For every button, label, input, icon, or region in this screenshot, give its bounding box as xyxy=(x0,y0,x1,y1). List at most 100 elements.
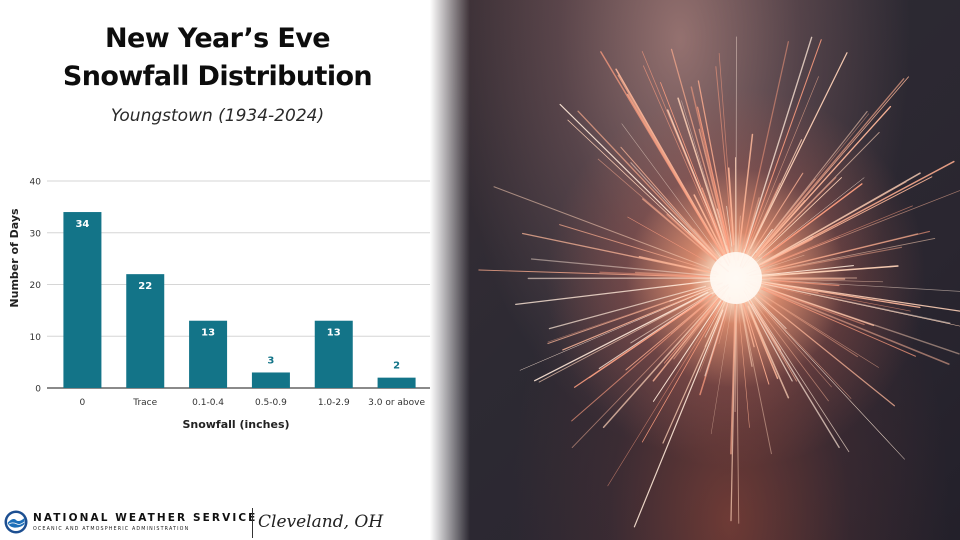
y-tick-label: 20 xyxy=(30,281,42,291)
spark-streak xyxy=(571,292,719,422)
spark-streak xyxy=(704,293,730,348)
data-label: 22 xyxy=(138,281,152,292)
spark-streak xyxy=(756,265,899,278)
noaa-logo-icon xyxy=(4,510,28,534)
x-tick-label: 0.1-0.4 xyxy=(192,398,224,408)
spark-streak xyxy=(757,281,911,312)
spark-streak xyxy=(746,294,850,453)
spark-streak xyxy=(602,291,725,429)
spark-streak xyxy=(633,309,724,528)
spark-streak xyxy=(559,224,718,273)
spark-streak xyxy=(759,238,936,274)
spark-streak xyxy=(740,139,803,269)
spark-streak xyxy=(690,86,732,256)
spark-streak xyxy=(573,294,712,388)
spark-streak xyxy=(663,297,720,364)
spark-streak xyxy=(534,291,709,382)
spark-streak xyxy=(620,146,722,262)
spark-streak xyxy=(621,123,725,263)
agency-name: NATIONAL WEATHER SERVICE xyxy=(33,512,258,524)
spark-streak xyxy=(599,271,708,278)
spark-streak xyxy=(744,211,756,249)
spark-streak xyxy=(730,302,737,455)
spark-streak xyxy=(762,287,865,326)
spark-streak xyxy=(600,51,730,267)
spark-streak xyxy=(641,51,731,264)
spark-streak xyxy=(673,292,726,360)
spark-streak xyxy=(577,110,722,263)
spark-streak xyxy=(638,255,708,273)
snowfall-chart: 0 10 20 30 40 34 0 22 Trace 13 0.1-0.4 3 0.5-0.9 13 1.… xyxy=(0,165,440,440)
spark-streak xyxy=(741,300,755,348)
spark-streak xyxy=(751,303,840,449)
spark-streak xyxy=(625,284,729,371)
spark-streak xyxy=(744,280,960,355)
spark-streak xyxy=(699,296,730,373)
spark-streak xyxy=(759,280,960,312)
spark-streak xyxy=(697,80,731,247)
spark-streak xyxy=(757,295,896,407)
spark-streak xyxy=(745,277,884,283)
chart-svg: 0 10 20 30 40 34 0 22 Trace 13 0.1-0.4 3 0.5-0.9 13 1.… xyxy=(8,178,432,431)
spark-streak xyxy=(746,236,840,275)
spark-streak xyxy=(547,285,714,343)
bar xyxy=(63,212,102,388)
spark-streak xyxy=(538,290,713,383)
spark-streak xyxy=(758,177,842,257)
spark-streak xyxy=(670,48,728,246)
x-axis-label: Snowfall (inches) xyxy=(182,418,289,431)
bar xyxy=(377,377,416,388)
spark-streak xyxy=(741,172,804,269)
spark-streak xyxy=(743,303,770,385)
spark-streak xyxy=(766,283,819,294)
x-tick-label: Trace xyxy=(132,398,157,408)
bar xyxy=(314,320,353,388)
data-label: 34 xyxy=(75,219,89,230)
spark-streak xyxy=(738,293,753,367)
spark-streak xyxy=(758,205,913,270)
spark-streak xyxy=(747,293,829,402)
spark-streak xyxy=(493,186,710,269)
bar xyxy=(189,320,228,388)
data-label: 3 xyxy=(267,355,274,366)
photo-fade-edge xyxy=(430,0,470,540)
spark-streak xyxy=(515,279,716,306)
spark-streak xyxy=(478,269,710,278)
x-tick-label: 3.0 or above xyxy=(368,398,425,408)
spark-streak xyxy=(704,299,730,377)
footer-divider xyxy=(252,508,253,538)
spark-streak xyxy=(643,65,727,255)
spark-streak xyxy=(739,39,822,267)
spark-streak xyxy=(693,194,726,256)
spark-streak xyxy=(719,217,729,250)
spark-streak xyxy=(690,232,717,259)
spark-streak xyxy=(749,52,848,250)
spark-streak xyxy=(735,305,740,524)
spark-streak xyxy=(738,304,750,428)
spark-streak xyxy=(760,277,846,280)
spark-streak xyxy=(715,66,735,261)
spark-streak xyxy=(752,76,909,259)
spark-streak xyxy=(761,286,875,327)
sparkler-image xyxy=(478,36,960,528)
spark-streak xyxy=(749,228,773,260)
spark-streak xyxy=(727,167,735,246)
title-line-2: Snowfall Distribution xyxy=(62,61,373,92)
spark-streak xyxy=(755,199,806,256)
spark-streak xyxy=(762,183,863,259)
data-label: 13 xyxy=(201,328,215,339)
spark-streak xyxy=(741,287,793,382)
spark-streak xyxy=(652,286,730,382)
sparkler-photo xyxy=(430,0,960,540)
spark-streak xyxy=(740,302,772,455)
spark-core xyxy=(710,252,762,304)
spark-streak xyxy=(745,76,819,256)
y-axis-label: Number of Days xyxy=(8,208,21,308)
spark-streak xyxy=(750,293,852,399)
spark-streak xyxy=(718,311,728,344)
spark-streak xyxy=(737,133,754,261)
spark-streak xyxy=(530,258,712,277)
spark-streak xyxy=(641,297,725,443)
spark-streak xyxy=(666,213,717,260)
y-tick-label: 30 xyxy=(30,229,42,239)
